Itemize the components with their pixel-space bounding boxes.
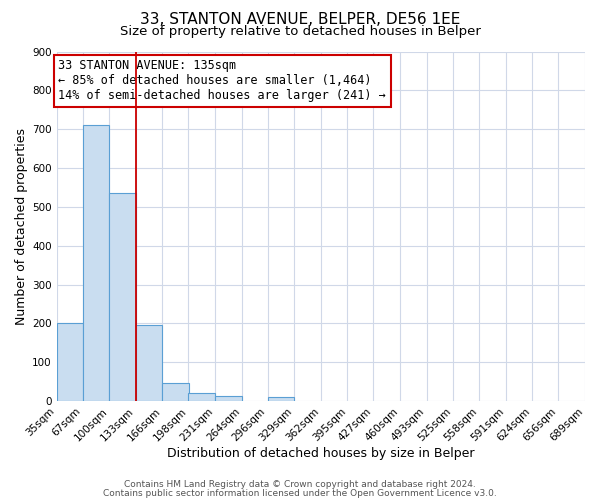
Text: 33, STANTON AVENUE, BELPER, DE56 1EE: 33, STANTON AVENUE, BELPER, DE56 1EE: [140, 12, 460, 28]
Y-axis label: Number of detached properties: Number of detached properties: [15, 128, 28, 325]
Bar: [188, 392, 215, 401]
Text: 33 STANTON AVENUE: 135sqm
← 85% of detached houses are smaller (1,464)
14% of se: 33 STANTON AVENUE: 135sqm ← 85% of detac…: [58, 60, 386, 102]
Bar: [268, 397, 294, 401]
Text: Size of property relative to detached houses in Belper: Size of property relative to detached ho…: [119, 25, 481, 38]
Bar: [136, 326, 163, 401]
Bar: [215, 396, 242, 401]
Text: Contains public sector information licensed under the Open Government Licence v3: Contains public sector information licen…: [103, 488, 497, 498]
Bar: [109, 194, 136, 401]
X-axis label: Distribution of detached houses by size in Belper: Distribution of detached houses by size …: [167, 447, 475, 460]
Bar: [56, 324, 83, 401]
Text: Contains HM Land Registry data © Crown copyright and database right 2024.: Contains HM Land Registry data © Crown c…: [124, 480, 476, 489]
Bar: [163, 383, 189, 401]
Bar: [83, 126, 109, 401]
